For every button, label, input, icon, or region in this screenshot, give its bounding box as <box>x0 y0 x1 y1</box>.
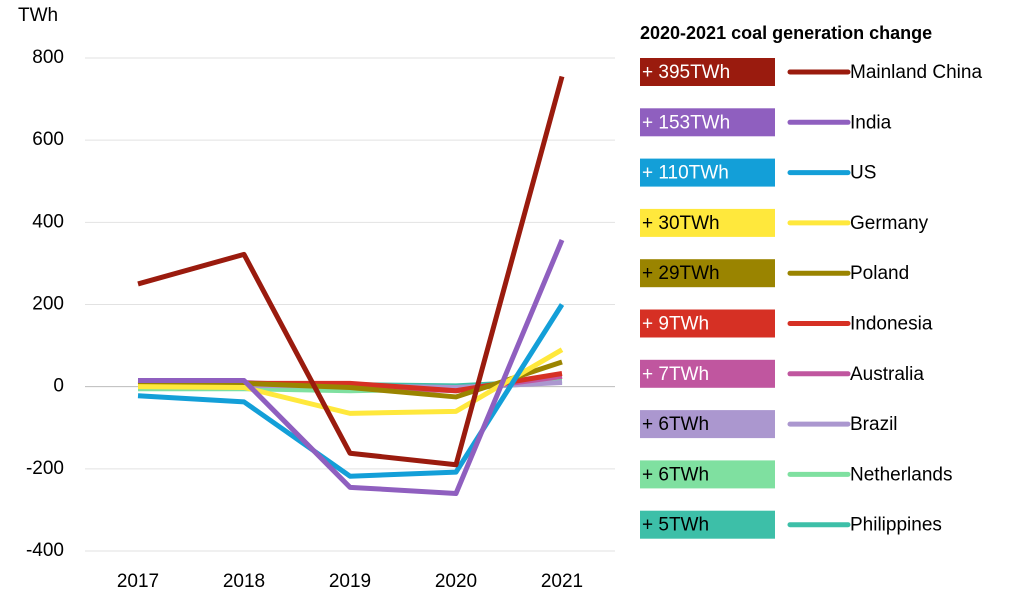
y-tick-label: 600 <box>32 129 64 150</box>
change-label: + 5TWh <box>642 515 709 536</box>
legend-box <box>640 158 775 187</box>
legend-label: Brazil <box>850 414 898 435</box>
change-label: + 30TWh <box>642 213 720 234</box>
legend-title: 2020-2021 coal generation change <box>640 23 932 43</box>
series-line <box>137 359 563 400</box>
x-tick-label: 2017 <box>117 571 159 592</box>
legend-label: Germany <box>850 213 929 234</box>
legend-label: India <box>850 112 892 133</box>
x-tick-label: 2018 <box>223 571 265 592</box>
x-tick-label: 2019 <box>329 571 371 592</box>
change-label: + 9TWh <box>642 314 709 335</box>
legend-box <box>640 510 775 539</box>
legend-label: Poland <box>850 263 909 284</box>
legend-box <box>640 58 775 86</box>
x-tick-label: 2021 <box>541 571 583 592</box>
change-label: + 153TWh <box>642 112 730 133</box>
y-tick-label: 400 <box>32 211 64 232</box>
series-line <box>138 239 565 496</box>
legend-box <box>640 208 775 237</box>
y-tick-label: 800 <box>32 47 64 68</box>
legend-box <box>640 359 775 388</box>
y-axis-label: TWh <box>18 5 58 26</box>
legend-box <box>640 259 775 288</box>
change-label: + 6TWh <box>642 464 709 485</box>
change-label: + 7TWh <box>642 364 709 385</box>
legend-box <box>640 108 775 137</box>
legend-label: Australia <box>850 364 924 385</box>
legend-box <box>640 460 775 489</box>
series-line <box>137 347 564 416</box>
legend-box <box>640 410 775 439</box>
change-label: + 395TWh <box>642 62 730 83</box>
y-tick-label: -200 <box>26 458 64 479</box>
legend-label: US <box>850 163 876 184</box>
y-tick-label: 0 <box>53 376 64 397</box>
change-label: + 6TWh <box>642 414 709 435</box>
change-label: + 110TWh <box>642 163 729 184</box>
series-line <box>137 75 565 468</box>
legend-label: Indonesia <box>850 314 933 335</box>
change-label: + 29TWh <box>642 263 720 284</box>
x-tick-label: 2020 <box>435 571 477 592</box>
legend-label: Philippines <box>850 515 942 536</box>
y-tick-label: 200 <box>32 294 64 315</box>
legend-box <box>640 309 775 338</box>
legend-label: Netherlands <box>850 464 952 485</box>
y-tick-label: -400 <box>26 540 64 561</box>
legend-label: Mainland China <box>850 62 982 83</box>
series-line <box>137 303 565 479</box>
